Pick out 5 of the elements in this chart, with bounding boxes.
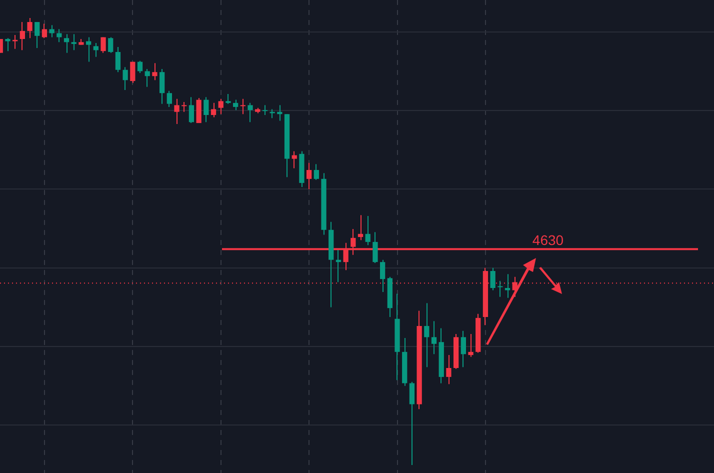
candlestick bbox=[262, 105, 268, 115]
candlestick bbox=[182, 102, 187, 112]
text: 4630 bbox=[532, 232, 564, 248]
candlestick bbox=[498, 280, 503, 297]
candlestick bbox=[240, 98, 246, 114]
